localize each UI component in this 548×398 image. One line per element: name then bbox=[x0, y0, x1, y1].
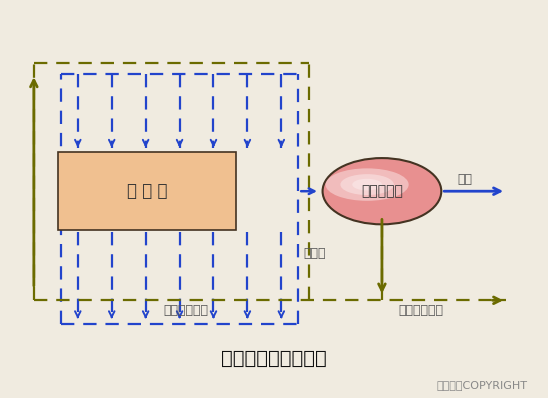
Ellipse shape bbox=[323, 158, 441, 224]
Ellipse shape bbox=[326, 168, 409, 201]
Text: 完全混合法基本流程: 完全混合法基本流程 bbox=[221, 349, 327, 368]
Text: 剩余活性污泥: 剩余活性污泥 bbox=[398, 304, 443, 317]
Text: 回流活性污泥: 回流活性污泥 bbox=[164, 304, 209, 317]
Ellipse shape bbox=[340, 174, 394, 195]
Text: 出水: 出水 bbox=[458, 173, 472, 186]
FancyBboxPatch shape bbox=[58, 152, 236, 230]
Text: 东方仿真COPYRIGHT: 东方仿真COPYRIGHT bbox=[437, 380, 528, 390]
Text: 曝 气 池: 曝 气 池 bbox=[127, 182, 168, 200]
Ellipse shape bbox=[352, 179, 382, 190]
Text: 二次沉淀池: 二次沉淀池 bbox=[361, 184, 403, 198]
Text: 混合液: 混合液 bbox=[304, 247, 326, 260]
